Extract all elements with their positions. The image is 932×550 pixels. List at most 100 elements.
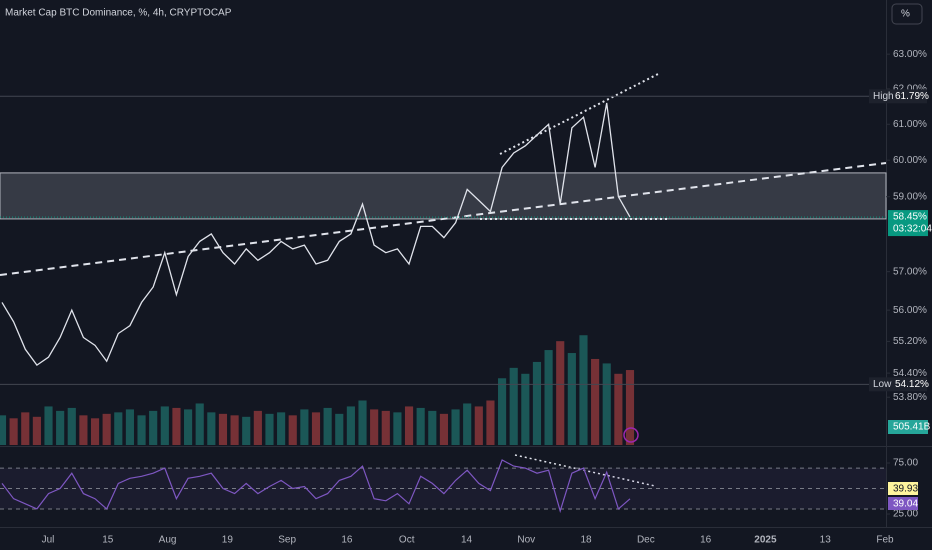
countdown: 03:32:04 (893, 224, 932, 235)
volume-bar (602, 363, 611, 445)
volume-bar (509, 367, 518, 445)
rsi-ma-tag (888, 497, 918, 510)
x-tick-label: 13 (820, 535, 832, 546)
volume-bar (253, 410, 262, 445)
scale-button[interactable] (891, 3, 923, 25)
last-price-tag (888, 210, 928, 237)
x-tick-label: Jul (42, 535, 55, 546)
y-tick-label: 59.00% (893, 191, 927, 202)
volume-bar (0, 415, 7, 445)
x-tick-label: 15 (102, 535, 114, 546)
x-tick-label: Dec (637, 535, 655, 546)
rsi-ma-label: 39.04 (893, 499, 918, 510)
level-tag-bg (869, 377, 927, 392)
volume-bar (9, 418, 18, 445)
volume-bar (404, 406, 414, 445)
y-tick-label: 56.00% (893, 305, 927, 316)
event-icon[interactable] (623, 427, 639, 443)
volume-bar (44, 406, 53, 445)
volume-bar (79, 415, 88, 445)
volume-bar (346, 406, 355, 445)
y-tick-label: 61.00% (893, 119, 927, 130)
level-tag: Low (873, 379, 892, 390)
volume-bar (230, 415, 239, 445)
volume-bar (498, 378, 507, 445)
volume-tag (888, 420, 928, 434)
x-tick-label: Feb (876, 535, 894, 546)
zone (0, 172, 887, 220)
y-tick-label: 60.00% (893, 155, 927, 166)
trendline (0, 162, 887, 276)
volume-bar (567, 353, 576, 445)
x-tick-label: 18 (581, 535, 593, 546)
volume-bar (56, 410, 65, 445)
volume-bar (195, 403, 204, 445)
volume-bar (149, 410, 158, 445)
x-tick-label: Aug (159, 535, 177, 546)
layers (0, 172, 887, 445)
volume-bar (184, 409, 193, 445)
rsi-line (1, 459, 631, 514)
y-tick-label: 53.80% (893, 392, 927, 403)
volume-bar (114, 412, 123, 445)
volume-bar (393, 412, 402, 445)
level-tag-bg (869, 89, 927, 104)
volume-bar (32, 416, 41, 445)
scale-button-label[interactable]: % (901, 9, 910, 20)
rsi-tick-label: 25.00 (893, 509, 918, 520)
x-tick-label: Nov (517, 535, 535, 546)
level-tag: High (873, 91, 894, 102)
volume-bar (172, 407, 181, 445)
x-tick-label: Oct (399, 535, 415, 546)
volume-bar (439, 413, 448, 445)
volume-bar (335, 413, 344, 445)
volume-bar (311, 412, 321, 445)
volume-bar (614, 373, 623, 445)
price-line (1, 102, 631, 366)
level-value: 54.12% (895, 379, 929, 390)
volume-bar (381, 410, 390, 445)
volume-bar (556, 341, 565, 445)
volume-bar (323, 407, 332, 445)
volume-bar (486, 400, 495, 445)
rsi-tag (888, 482, 918, 495)
rsi-tick-label: 75.00 (893, 458, 918, 469)
volume-bar (160, 406, 169, 445)
volume-bar (265, 413, 274, 445)
x-tick-label: 19 (222, 535, 234, 546)
x-tick-label: 14 (461, 535, 473, 546)
volume-bar (21, 412, 30, 445)
x-tick-label: 16 (341, 535, 353, 546)
volume-bar (90, 418, 100, 445)
y-tick-label: 62.00% (893, 84, 927, 95)
volume-bar (67, 407, 76, 445)
volume-bar (102, 413, 111, 445)
volume-bar (532, 361, 542, 445)
volume-bar (451, 409, 460, 445)
chart-title: Market Cap BTC Dominance, %, 4h, CRYPTOC… (5, 8, 232, 19)
y-tick-label: 54.40% (893, 368, 927, 379)
volume-bar (277, 412, 286, 445)
x-tick-label: 2025 (754, 535, 777, 546)
volume-bar (544, 350, 553, 445)
x-tick-label: Sep (278, 535, 296, 546)
rsi-label: 39.93 (893, 484, 918, 495)
volume-bar (300, 409, 309, 445)
volume-label: 505.41B (893, 422, 931, 433)
volume-bar (370, 409, 379, 445)
y-tick-label: 55.20% (893, 336, 927, 347)
volume-bar (218, 413, 228, 445)
volume-bar (463, 403, 472, 445)
volume-bar (521, 373, 530, 445)
volume-bar (242, 416, 251, 445)
last-price-label: 58.45% (893, 212, 927, 223)
volume-bar (137, 415, 146, 445)
level-value: 61.79% (895, 91, 929, 102)
volume-bar (288, 415, 297, 445)
volume-bar (591, 358, 600, 445)
volume-bar (474, 406, 483, 445)
y-tick-label: 63.00% (893, 49, 927, 60)
